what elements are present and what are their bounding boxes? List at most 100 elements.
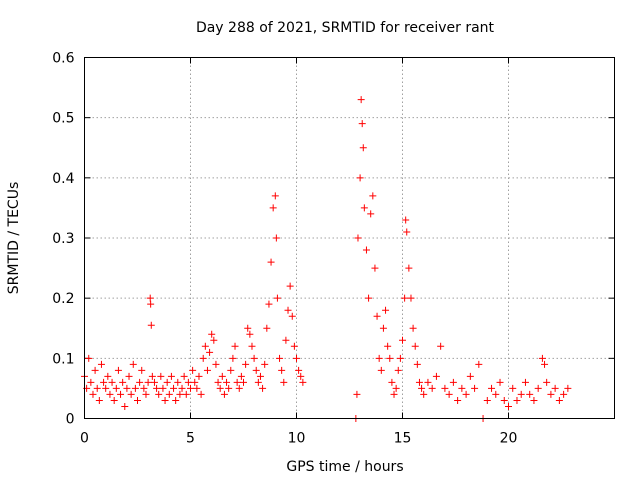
data-point bbox=[93, 384, 101, 392]
data-point bbox=[276, 354, 284, 362]
data-point bbox=[172, 396, 180, 404]
data-point bbox=[356, 174, 364, 182]
data-point bbox=[293, 354, 300, 362]
grid-lines bbox=[84, 57, 615, 419]
data-point bbox=[201, 342, 209, 350]
data-point bbox=[278, 366, 286, 374]
data-point bbox=[375, 354, 383, 362]
data-point bbox=[269, 204, 277, 212]
data-point bbox=[106, 390, 114, 398]
data-point bbox=[483, 396, 491, 404]
data-point bbox=[197, 390, 205, 398]
data-point bbox=[223, 378, 231, 386]
x-tick-label: 10 bbox=[288, 431, 306, 447]
data-point bbox=[273, 294, 281, 302]
y-tick-label: 0.5 bbox=[52, 111, 74, 127]
data-point bbox=[290, 342, 298, 350]
data-point bbox=[100, 378, 108, 386]
data-point bbox=[492, 390, 500, 398]
data-point bbox=[216, 384, 224, 392]
data-point bbox=[229, 354, 237, 362]
data-point bbox=[240, 378, 247, 386]
data-point bbox=[150, 378, 158, 386]
data-point bbox=[165, 390, 173, 398]
data-point bbox=[358, 120, 366, 128]
data-point bbox=[428, 384, 436, 392]
data-point bbox=[418, 384, 426, 392]
data-point bbox=[394, 366, 402, 374]
data-point bbox=[388, 378, 396, 386]
data-point bbox=[551, 384, 559, 392]
data-point bbox=[369, 192, 377, 200]
data-point bbox=[373, 312, 381, 320]
data-point bbox=[142, 390, 150, 398]
data-point bbox=[371, 264, 379, 272]
data-point bbox=[449, 378, 457, 386]
data-point bbox=[521, 378, 529, 386]
data-point bbox=[526, 390, 534, 398]
data-point bbox=[284, 306, 292, 314]
data-point bbox=[256, 372, 264, 380]
data-point bbox=[125, 372, 133, 380]
data-point bbox=[176, 390, 184, 398]
data-point bbox=[119, 378, 127, 386]
data-point bbox=[180, 372, 188, 380]
data-point bbox=[157, 372, 165, 380]
data-point bbox=[248, 342, 256, 350]
data-point bbox=[384, 342, 392, 350]
y-tick-label: 0 bbox=[66, 412, 75, 428]
data-point bbox=[466, 372, 474, 380]
data-point bbox=[288, 312, 296, 320]
data-point bbox=[367, 210, 375, 218]
data-point bbox=[212, 360, 220, 368]
data-point bbox=[496, 378, 504, 386]
data-point bbox=[517, 390, 525, 398]
x-tick-label: 0 bbox=[80, 431, 89, 447]
y-tick-label: 0.6 bbox=[52, 51, 74, 67]
data-point bbox=[87, 378, 95, 386]
data-point bbox=[564, 384, 572, 392]
data-point bbox=[543, 378, 551, 386]
data-point bbox=[174, 378, 182, 386]
data-point bbox=[110, 396, 118, 404]
data-point bbox=[261, 360, 269, 368]
data-point bbox=[121, 402, 129, 410]
data-point bbox=[360, 204, 368, 212]
data-point bbox=[399, 336, 406, 344]
data-point bbox=[184, 378, 192, 386]
data-point bbox=[108, 378, 116, 386]
data-point bbox=[129, 360, 137, 368]
data-point bbox=[405, 264, 413, 272]
data-point bbox=[104, 372, 112, 380]
data-point bbox=[509, 384, 517, 392]
data-point bbox=[254, 378, 262, 386]
data-point bbox=[471, 384, 479, 392]
chart-title: Day 288 of 2021, SRMTID for receiver ran… bbox=[196, 20, 495, 36]
data-point bbox=[147, 300, 155, 308]
data-point bbox=[244, 324, 252, 332]
data-point bbox=[163, 378, 171, 386]
data-point bbox=[538, 354, 546, 362]
data-point bbox=[555, 396, 563, 404]
data-point bbox=[131, 384, 139, 392]
data-point bbox=[505, 402, 512, 410]
data-point bbox=[191, 378, 199, 386]
data-point bbox=[187, 384, 194, 392]
data-point bbox=[134, 396, 141, 404]
data-point bbox=[354, 234, 362, 242]
data-point bbox=[214, 378, 222, 386]
data-point bbox=[386, 354, 394, 362]
data-point bbox=[411, 342, 419, 350]
data-point bbox=[225, 384, 233, 392]
data-point bbox=[208, 330, 216, 338]
data-point bbox=[462, 390, 470, 398]
data-point bbox=[424, 378, 432, 386]
data-point bbox=[220, 390, 228, 398]
data-point bbox=[396, 354, 404, 362]
data-point bbox=[362, 246, 370, 254]
data-point bbox=[89, 390, 97, 398]
data-point bbox=[530, 396, 538, 404]
data-point bbox=[91, 366, 99, 374]
data-point bbox=[235, 384, 243, 392]
